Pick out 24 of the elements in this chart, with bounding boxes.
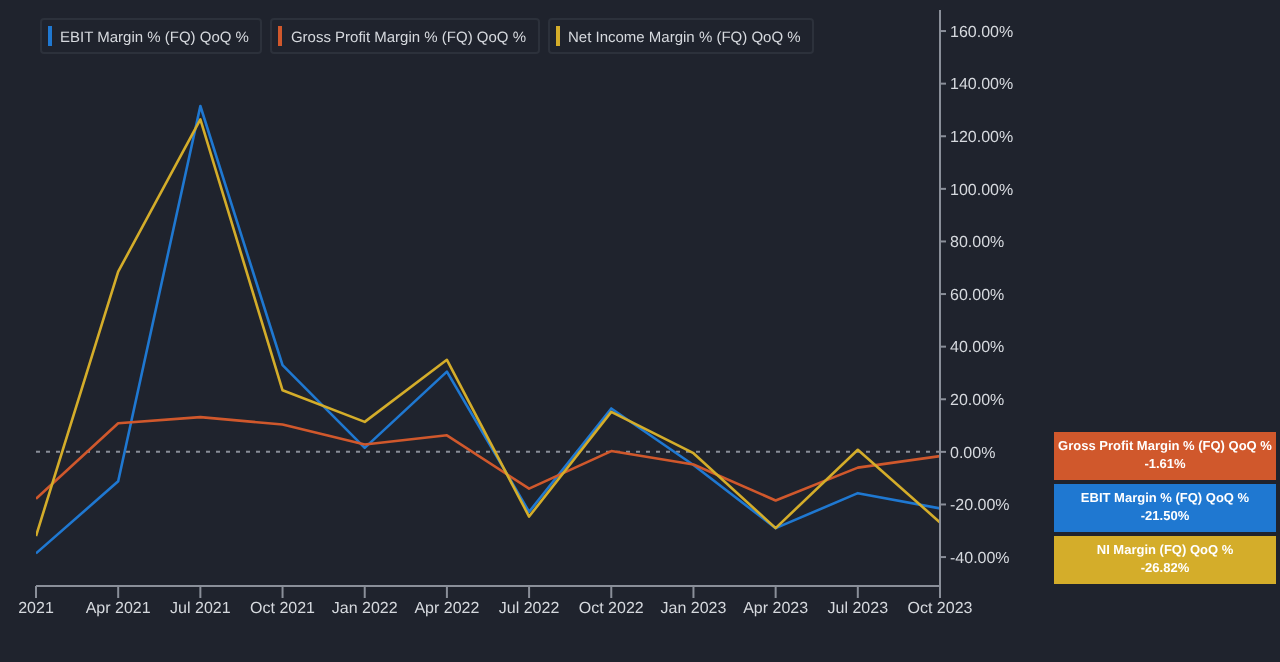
line-series (36, 415, 940, 502)
x-tick-label: Oct 2021 (250, 599, 317, 618)
x-tick-label: Jan 2023 (660, 599, 728, 618)
y-tick-label: -20.00% (950, 496, 1010, 515)
x-tick-label: Jul 2023 (827, 599, 890, 618)
x-tick-label: Oct 2023 (907, 599, 974, 618)
x-tick-label: 2021 (18, 599, 55, 618)
x-tick-label: Jul 2022 (498, 599, 561, 618)
y-tick-label: 160.00% (950, 22, 1014, 41)
y-tick-label: 80.00% (950, 233, 1005, 252)
x-tick-label: Apr 2022 (414, 599, 481, 618)
y-tick-label: 20.00% (950, 390, 1005, 409)
y-tick-label: 140.00% (950, 75, 1014, 94)
y-tick-label: 120.00% (950, 127, 1014, 146)
y-tick-label: 100.00% (950, 180, 1014, 199)
x-tick-label: Apr 2023 (743, 599, 810, 618)
x-tick-label: Jan 2022 (331, 599, 399, 618)
x-tick-label: Jul 2021 (170, 599, 232, 618)
y-tick-label: 0.00% (950, 443, 996, 462)
y-tick-label: 60.00% (950, 285, 1005, 304)
y-tick-label: -40.00% (950, 548, 1010, 567)
x-tick-label: Oct 2022 (578, 599, 645, 618)
y-tick-label: 40.00% (950, 338, 1005, 357)
x-tick-label: Apr 2021 (85, 599, 152, 618)
